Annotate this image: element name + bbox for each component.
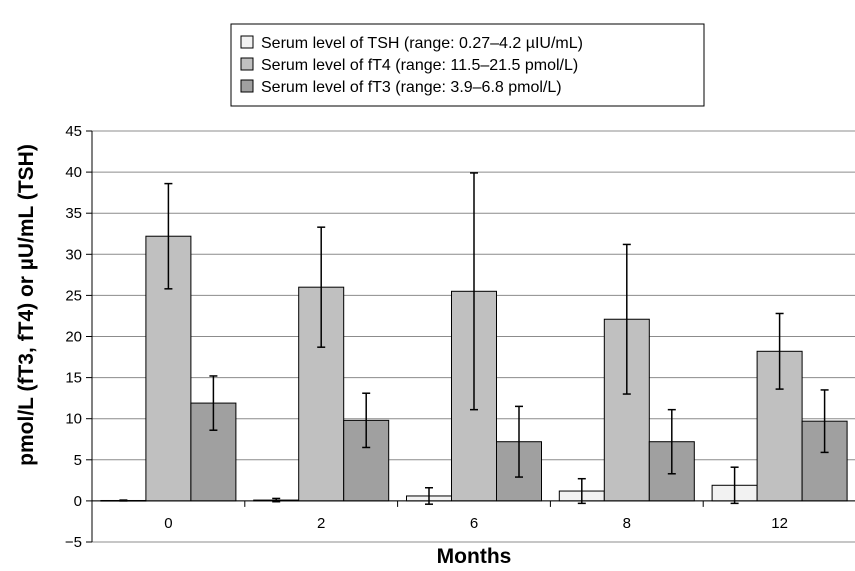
x-tick-label: 6 <box>470 515 478 532</box>
tick-labels: −5 0 5 10 15 20 25 30 35 40 45 0 2 6 8 12 <box>65 123 788 551</box>
x-tick-label: 0 <box>164 515 172 532</box>
x-tick-label: 8 <box>623 515 631 532</box>
axes <box>86 130 855 543</box>
y-tick-label: 25 <box>65 287 82 304</box>
y-tick-label: 0 <box>74 493 82 510</box>
y-tick-label: 20 <box>65 329 82 346</box>
y-tick-label: 45 <box>65 123 82 140</box>
y-tick-label: −5 <box>65 534 82 551</box>
x-axis-title: Months <box>437 545 512 568</box>
y-tick-label: 5 <box>74 452 82 469</box>
legend-swatch <box>240 35 254 49</box>
legend: Serum level of TSH (range: 0.27–4.2 µIU/… <box>230 23 705 107</box>
y-tick-label: 40 <box>65 164 82 181</box>
legend-swatch <box>240 79 254 93</box>
legend-label: Serum level of TSH (range: 0.27–4.2 µIU/… <box>261 35 583 52</box>
y-axis-title: pmol/L (fT3, fT4) or µU/mL (TSH) <box>15 144 38 466</box>
x-tick-label: 12 <box>771 515 788 532</box>
legend-label: Serum level of fT3 (range: 3.9–6.8 pmol/… <box>261 79 562 96</box>
y-tick-label: 15 <box>65 370 82 387</box>
y-tick-label: 35 <box>65 205 82 222</box>
y-tick-label: 30 <box>65 246 82 263</box>
legend-swatch <box>240 57 254 71</box>
legend-frame <box>230 23 705 107</box>
legend-label: Serum level of fT4 (range: 11.5–21.5 pmo… <box>261 57 578 74</box>
error-bars <box>119 172 829 505</box>
x-tick-label: 2 <box>317 515 325 532</box>
y-tick-label: 10 <box>65 411 82 428</box>
